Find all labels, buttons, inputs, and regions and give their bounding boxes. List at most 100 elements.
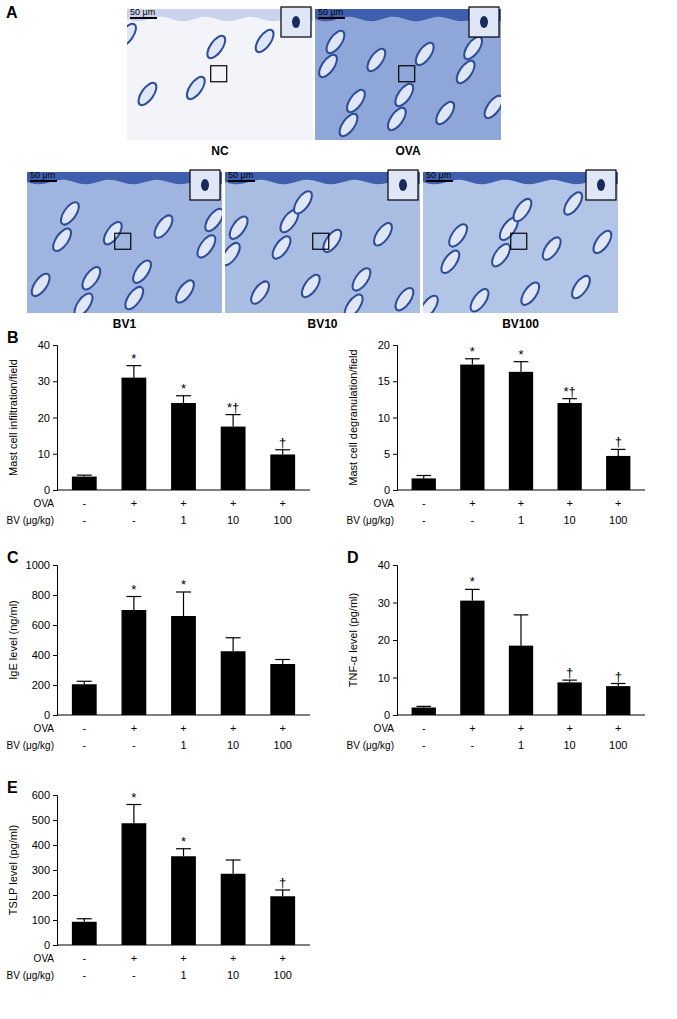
x-row-value: + <box>131 497 137 509</box>
bar <box>121 610 146 715</box>
follicle <box>316 52 341 80</box>
x-row-value: - <box>132 969 136 981</box>
x-row-value: + <box>518 497 524 509</box>
x-row-value: + <box>566 497 572 509</box>
tick-mark <box>53 820 57 821</box>
tick-label: 0 <box>384 709 390 721</box>
tick-label: 20 <box>378 634 390 646</box>
scale-bar <box>426 180 453 182</box>
inset-cell <box>399 179 407 191</box>
follicle <box>481 93 501 121</box>
follicle <box>252 27 277 55</box>
error-bar-cap <box>77 681 92 682</box>
error-bar <box>514 362 529 372</box>
histology-image: 50 μm <box>27 168 227 319</box>
x-row-value: + <box>469 497 475 509</box>
y-axis-title: IgE level (ng/ml) <box>7 600 19 679</box>
inset-cell <box>201 179 209 191</box>
x-row-value: - <box>132 514 136 526</box>
tick-label: 20 <box>38 412 50 424</box>
follicle <box>173 277 198 305</box>
tick-mark <box>393 603 397 604</box>
x-row-value: + <box>180 497 186 509</box>
follicle <box>489 241 514 269</box>
image-label: BV1 <box>113 317 137 331</box>
x-row-value: + <box>518 722 524 734</box>
bar <box>509 372 533 490</box>
error-bar-cap <box>416 706 431 707</box>
axis-line <box>53 346 58 491</box>
significance-marker: * <box>181 577 186 592</box>
bar <box>270 664 295 715</box>
selection-box <box>511 233 527 249</box>
tick-label: 0 <box>384 484 390 496</box>
panel-label: B <box>7 329 19 346</box>
follicle <box>269 233 294 261</box>
error-bar-stem <box>133 597 134 611</box>
x-row-label: BV (μg/kg) <box>347 740 394 751</box>
y-axis-title: Mast cell degranulation/field <box>347 349 359 485</box>
tick-mark <box>53 490 57 491</box>
tick: 30 <box>378 597 397 609</box>
error-bar-cap <box>416 475 431 476</box>
image-label: BV10 <box>307 317 337 331</box>
tick: 600 <box>32 789 57 801</box>
scale-bar <box>130 17 157 19</box>
tick-mark <box>53 345 57 346</box>
follicle <box>79 264 104 292</box>
x-row-value: - <box>82 722 86 734</box>
error-bar <box>77 475 92 476</box>
follicle <box>320 227 345 255</box>
tick-label: 0 <box>44 484 50 496</box>
x-row-value: + <box>279 497 285 509</box>
tick-label: 200 <box>32 889 50 901</box>
x-row-value: + <box>230 497 236 509</box>
inset-cell <box>597 179 605 191</box>
x-row-label: OVA <box>374 723 395 734</box>
follicle <box>371 220 396 248</box>
tick-mark <box>393 715 397 716</box>
tick-label: 400 <box>32 649 50 661</box>
x-row-value: 10 <box>564 514 576 526</box>
x-axis-line <box>397 490 645 491</box>
y-axis: 010203040 <box>378 559 398 721</box>
follicle <box>446 221 471 249</box>
error-bar <box>611 684 626 687</box>
significance-marker: * <box>518 347 523 362</box>
tick-label: 300 <box>32 864 50 876</box>
tick: 15 <box>378 375 397 387</box>
tick-mark <box>53 685 57 686</box>
error-bar-stem <box>282 660 283 665</box>
inset <box>586 170 616 200</box>
x-axis-line <box>57 945 310 946</box>
tick-mark <box>393 345 397 346</box>
tick-mark <box>53 454 57 455</box>
tick-label: 5 <box>384 448 390 460</box>
y-axis: 02004006008001000 <box>26 559 58 721</box>
bar <box>221 427 246 490</box>
tick: 0 <box>44 484 57 496</box>
histology-image: 50 μm <box>416 168 618 321</box>
follicle <box>183 74 208 102</box>
tick-label: 10 <box>38 448 50 460</box>
tick: 40 <box>38 339 57 351</box>
x-axis-line <box>57 490 310 491</box>
error-bar-stem <box>520 615 521 646</box>
panel-label: C <box>7 549 19 566</box>
error-bar <box>226 860 241 874</box>
tick-label: 1000 <box>26 559 50 571</box>
error-bar <box>275 450 290 455</box>
tick-label: 0 <box>44 939 50 951</box>
x-row-value: 10 <box>227 969 239 981</box>
tick-mark <box>53 655 57 656</box>
significance-marker: † <box>279 435 286 450</box>
tick-mark <box>53 565 57 566</box>
tick-mark <box>393 678 397 679</box>
error-bar-stem <box>618 449 619 456</box>
x-row-value: 100 <box>274 969 292 981</box>
tick: 10 <box>378 412 397 424</box>
error-bar <box>226 415 241 427</box>
tick: 200 <box>32 889 57 901</box>
x-row-label: OVA <box>34 953 55 964</box>
image-label: NC <box>211 144 229 158</box>
